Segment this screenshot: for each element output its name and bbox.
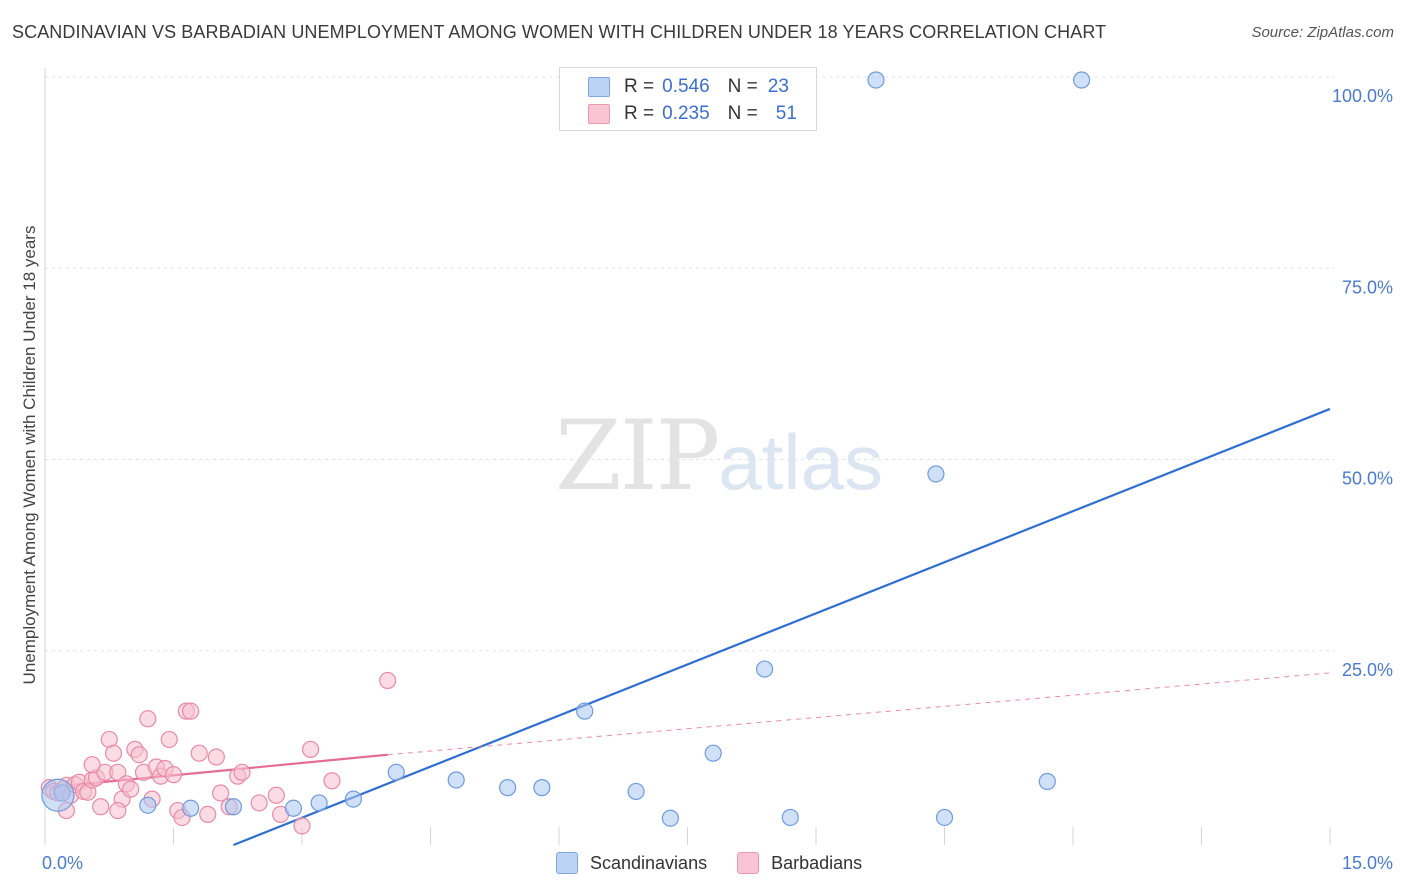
y-tick-label: 75.0% [1342, 277, 1393, 297]
point-barbadians [323, 772, 341, 790]
point-scandinavians [284, 799, 303, 817]
point-barbadians [301, 740, 320, 758]
legend-n-value: 23 [767, 76, 789, 97]
point-scandinavians [576, 702, 594, 720]
point-barbadians [250, 794, 268, 812]
point-scandinavians [499, 779, 517, 797]
series-legend: Scandinavians Barbadians [556, 852, 892, 874]
point-barbadians [122, 780, 140, 798]
point-barbadians [190, 744, 208, 762]
y-tick-label: 50.0% [1342, 469, 1393, 489]
point-barbadians [83, 756, 101, 774]
point-scandinavians [1038, 772, 1056, 791]
legend-n-value: 51 [775, 103, 797, 124]
point-scandinavians [344, 790, 362, 808]
point-scandinavians [1072, 71, 1091, 89]
point-barbadians [160, 730, 178, 749]
y-tick-label: 25.0% [1342, 660, 1393, 680]
watermark-atlas: atlas [718, 418, 883, 506]
point-barbadians [379, 671, 397, 690]
legend-item-barbadians: Barbadians [737, 852, 862, 874]
point-scandinavians [182, 799, 200, 817]
legend-row-barbadians: R = 0.235 N = 51 [588, 103, 797, 125]
data-points [40, 71, 1091, 835]
point-scandinavians [661, 809, 679, 827]
point-scandinavians [935, 808, 954, 827]
point-scandinavians [310, 794, 328, 812]
legend-swatch-pink [588, 104, 610, 124]
point-scandinavians [387, 763, 405, 781]
y-axis-label: Unemployment Among Women with Children U… [20, 225, 39, 685]
legend-r-value: 0.235 [662, 103, 710, 124]
trend-line-barbadians-extrapolated [387, 672, 1331, 756]
point-barbadians [130, 746, 148, 764]
legend-r-label: R = [624, 103, 655, 124]
point-scandinavians [704, 744, 722, 762]
legend-swatch-barbadians [737, 852, 760, 874]
point-barbadians [164, 766, 183, 784]
legend-item-scandinavians: Scandinavians [556, 852, 707, 874]
point-scandinavians [927, 465, 945, 483]
point-barbadians [92, 798, 110, 816]
point-barbadians [233, 763, 251, 781]
point-barbadians [267, 786, 285, 804]
legend-r-value: 0.546 [662, 76, 710, 97]
point-scandinavians [755, 660, 774, 678]
legend-n-label: N = [727, 76, 758, 97]
point-scandinavians [139, 796, 157, 814]
watermark: ZIPatlas [555, 400, 883, 512]
legend-n-label: N = [727, 103, 758, 124]
point-barbadians [199, 805, 217, 824]
point-scandinavians [224, 798, 243, 816]
y-tick-label: 100.0% [1332, 86, 1393, 106]
trend-line-scandinavians [233, 407, 1331, 847]
legend-label-barbadians: Barbadians [771, 852, 863, 873]
legend-label-scandinavians: Scandinavians [590, 852, 708, 873]
point-scandinavians [627, 782, 645, 801]
legend-swatch-blue [588, 77, 610, 97]
point-barbadians [109, 801, 127, 820]
point-scandinavians [867, 71, 885, 89]
point-scandinavians [781, 808, 799, 827]
point-barbadians [293, 817, 311, 835]
source-credit: Source: ZipAtlas.com [1251, 24, 1394, 41]
point-barbadians [212, 784, 230, 802]
watermark-zip: ZIP [555, 400, 720, 512]
legend-swatch-scandinavians [556, 852, 578, 874]
point-scandinavians [533, 779, 551, 797]
legend-r-label: R = [624, 76, 655, 97]
point-barbadians [109, 763, 127, 781]
x-tick-label: 0.0% [42, 853, 83, 873]
point-barbadians [182, 702, 200, 720]
legend-row-scandinavians: R = 0.546 N = 23 [588, 76, 789, 98]
point-barbadians [139, 710, 157, 728]
correlation-legend: R = 0.546 N = 23 R = 0.235 N = 51 [559, 67, 817, 131]
point-scandinavians [41, 778, 75, 812]
point-scandinavians [447, 771, 465, 789]
x-tick-label: 15.0% [1342, 853, 1393, 873]
point-barbadians [207, 748, 225, 766]
chart-title: SCANDINAVIAN VS BARBADIAN UNEMPLOYMENT A… [12, 22, 1107, 42]
grid-lines [45, 76, 1335, 652]
tick-labels: 25.0% 50.0% 75.0% 100.0% 0.0% 15.0% [42, 86, 1393, 873]
point-barbadians [104, 744, 123, 762]
